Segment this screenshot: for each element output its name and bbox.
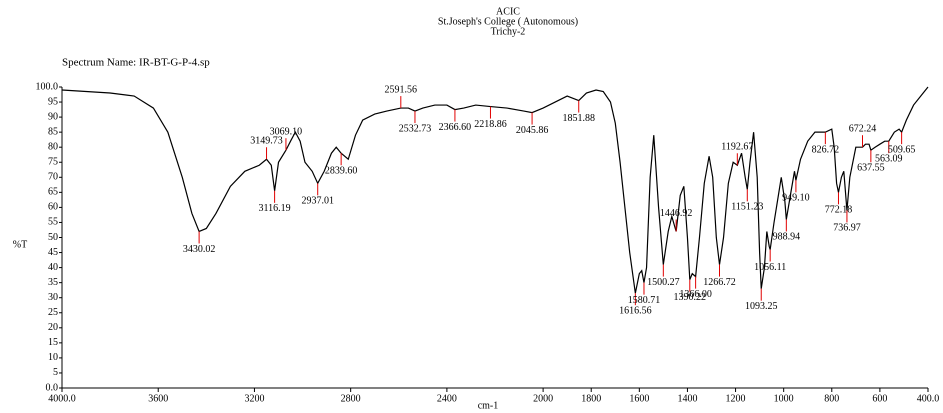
y-axis-label: %T [13, 239, 27, 250]
peak-label: 637.55 [857, 163, 885, 174]
peak-label: 2532.73 [399, 123, 432, 134]
peak-label: 772.18 [825, 205, 853, 216]
peak-label: 2937.01 [301, 196, 334, 207]
x-tick-label: 1200 [726, 393, 746, 404]
x-tick-label: 2800 [341, 393, 361, 404]
y-tick-label: 50 [48, 232, 58, 243]
peak-label: 1616.56 [619, 305, 652, 316]
x-tick-label: 600 [872, 393, 887, 404]
peak-label: 1580.71 [628, 295, 661, 306]
peak-label: 2366.60 [439, 122, 472, 133]
x-tick-label: 800 [824, 393, 839, 404]
header-line: St.Joseph's College ( Autonomous) [438, 16, 578, 27]
peak-label: 1266.72 [703, 277, 736, 288]
chart-title: Spectrum Name: IR-BT-G-P-4.sp [62, 57, 210, 69]
y-tick-label: 80 [48, 141, 58, 152]
y-tick-label: 70 [48, 172, 58, 183]
peak-label: 1500.27 [647, 277, 680, 288]
peak-label: 672.24 [849, 123, 877, 134]
x-axis-label: cm-1 [478, 400, 499, 411]
y-tick-label: 5 [53, 367, 58, 378]
header-line: Trichy-2 [491, 26, 526, 37]
peak-label: 736.97 [833, 223, 861, 234]
y-tick-label: 75 [48, 157, 58, 168]
x-tick-label: 3200 [244, 393, 264, 404]
y-tick-label: 20 [48, 322, 58, 333]
peak-label: 2045.86 [516, 125, 549, 136]
x-tick-label: 2000 [533, 393, 553, 404]
y-tick-label: 45 [48, 247, 58, 258]
peak-label: 1093.25 [745, 301, 778, 312]
y-tick-label: 60 [48, 202, 58, 213]
y-tick-label: 35 [48, 277, 58, 288]
y-tick-label: 85 [48, 126, 58, 137]
x-tick-label: 1400 [677, 393, 697, 404]
x-tick-label: 1600 [629, 393, 649, 404]
x-tick-label: 1000 [774, 393, 794, 404]
peak-label: 1192.67 [721, 142, 753, 153]
y-tick-label: 100.0 [36, 81, 59, 92]
y-tick-label: 30 [48, 292, 58, 303]
x-tick-label: 4000.0 [48, 393, 76, 404]
y-tick-label: 55 [48, 217, 58, 228]
spectrum-line [61, 86, 929, 294]
peak-label: 1151.23 [731, 202, 763, 213]
y-tick-label: 10 [48, 352, 58, 363]
peak-label: 826.72 [812, 144, 840, 155]
y-tick-label: 0.0 [46, 382, 59, 393]
x-tick-label: 2400 [437, 393, 457, 404]
peak-label: 3149.73 [250, 136, 283, 147]
x-tick-label: 1800 [581, 393, 601, 404]
x-tick-label: 3600 [148, 393, 168, 404]
y-tick-label: 40 [48, 262, 58, 273]
peak-label: 3116.19 [259, 203, 291, 214]
peak-label: 2218.86 [474, 119, 507, 130]
x-tick-label: 400.0 [917, 393, 940, 404]
peak-label: 1851.88 [562, 113, 595, 124]
y-tick-label: 25 [48, 307, 58, 318]
peak-label: 988.94 [773, 232, 801, 243]
y-tick-label: 90 [48, 111, 58, 122]
peak-label: 1056.11 [754, 262, 786, 273]
header-line: ACIC [496, 6, 520, 17]
peak-label: 1390.22 [674, 292, 707, 303]
peak-label: 509.65 [888, 144, 916, 155]
peak-label: 2839.60 [325, 166, 358, 177]
y-tick-label: 65 [48, 187, 58, 198]
y-tick-label: 95 [48, 96, 58, 107]
peak-label: 3069.10 [270, 127, 303, 138]
peak-label: 3430.02 [183, 244, 216, 255]
peak-label: 1366.00 [679, 289, 712, 300]
peak-label: 949.10 [782, 193, 810, 204]
peak-label: 563.09 [875, 153, 903, 164]
peak-label: 1446.92 [660, 208, 693, 219]
y-tick-label: 15 [48, 337, 58, 348]
peak-label: 2591.56 [385, 84, 418, 95]
